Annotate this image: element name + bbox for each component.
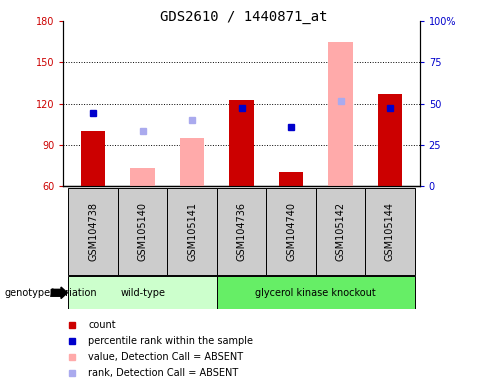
Text: genotype/variation: genotype/variation: [5, 288, 98, 298]
Bar: [68, 188, 118, 275]
Text: GSM105144: GSM105144: [385, 202, 395, 261]
Bar: [365, 188, 415, 275]
Bar: [217, 276, 415, 309]
Bar: [180, 138, 204, 186]
Bar: [130, 168, 155, 186]
Text: count: count: [88, 320, 116, 330]
Text: glycerol kinase knockout: glycerol kinase knockout: [255, 288, 376, 298]
Bar: [316, 188, 365, 275]
Bar: [81, 131, 105, 186]
Text: GSM104738: GSM104738: [88, 202, 98, 261]
Bar: [279, 172, 304, 186]
Text: GDS2610 / 1440871_at: GDS2610 / 1440871_at: [160, 10, 328, 23]
Text: GSM105140: GSM105140: [138, 202, 147, 261]
Bar: [217, 188, 266, 275]
Bar: [68, 276, 217, 309]
Text: value, Detection Call = ABSENT: value, Detection Call = ABSENT: [88, 352, 244, 362]
Text: GSM105141: GSM105141: [187, 202, 197, 261]
Bar: [118, 188, 167, 275]
Bar: [266, 188, 316, 275]
Text: rank, Detection Call = ABSENT: rank, Detection Call = ABSENT: [88, 368, 239, 379]
Bar: [378, 94, 403, 186]
Text: wild-type: wild-type: [120, 288, 165, 298]
Text: GSM104736: GSM104736: [237, 202, 246, 261]
Text: GSM104740: GSM104740: [286, 202, 296, 261]
Bar: [229, 99, 254, 186]
Text: percentile rank within the sample: percentile rank within the sample: [88, 336, 253, 346]
Bar: [328, 42, 353, 186]
Text: GSM105142: GSM105142: [336, 202, 346, 261]
Bar: [167, 188, 217, 275]
